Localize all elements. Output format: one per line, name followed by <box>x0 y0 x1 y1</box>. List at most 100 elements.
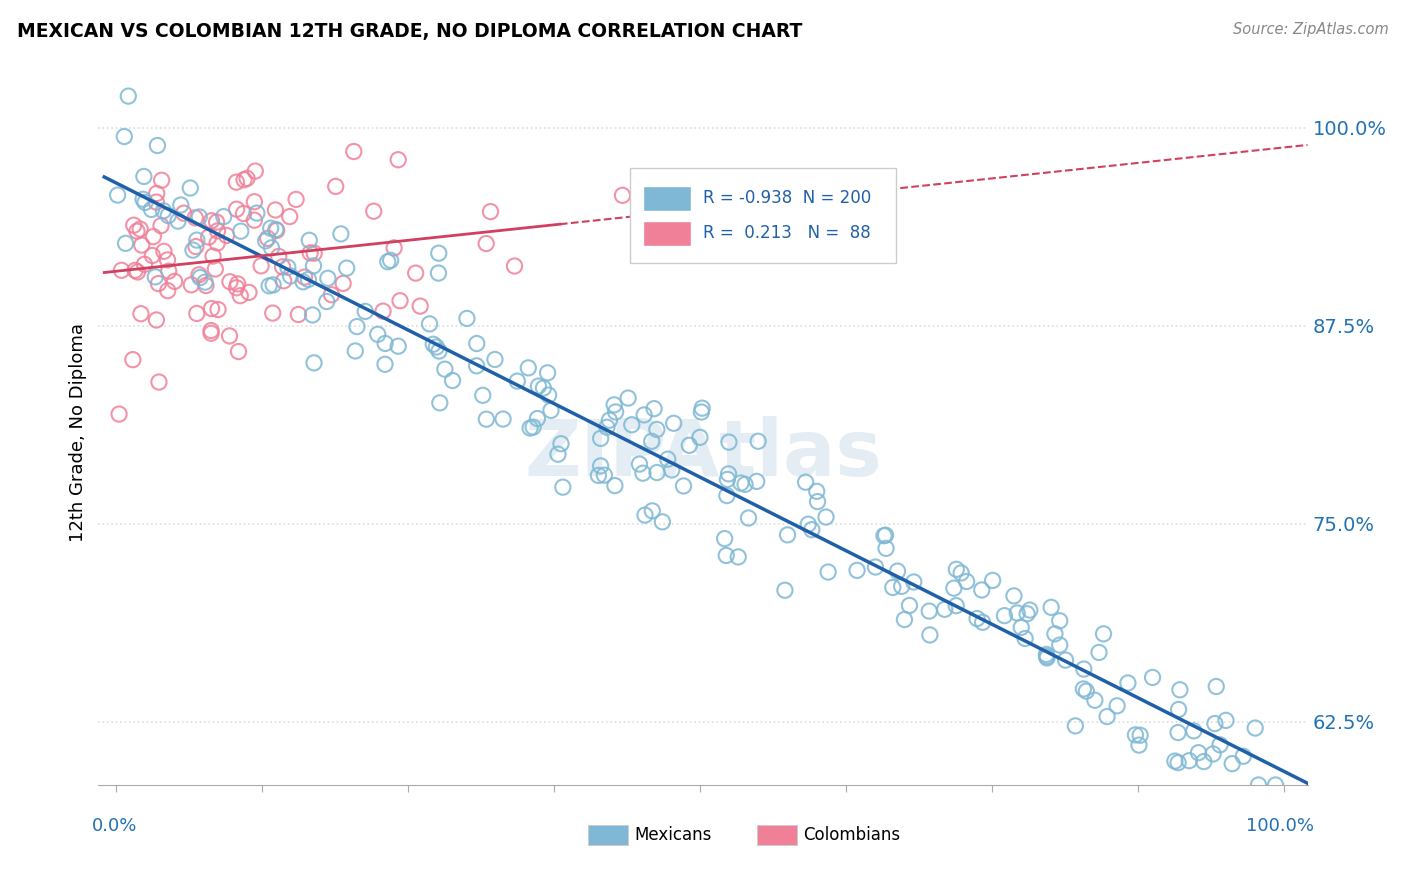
Point <box>200 301 222 316</box>
Point <box>163 274 186 288</box>
Point <box>257 278 280 293</box>
Point <box>1010 620 1032 634</box>
Point <box>806 484 828 499</box>
Point <box>1095 709 1118 723</box>
Point <box>336 261 359 276</box>
Point <box>157 264 180 278</box>
Point <box>287 308 309 322</box>
Point <box>215 228 238 243</box>
Point <box>301 308 323 322</box>
Point <box>1204 716 1226 731</box>
Point <box>1128 738 1150 752</box>
Text: MEXICAN VS COLOMBIAN 12TH GRADE, NO DIPLOMA CORRELATION CHART: MEXICAN VS COLOMBIAN 12TH GRADE, NO DIPL… <box>17 22 803 41</box>
Point <box>346 319 368 334</box>
Point <box>1167 756 1189 770</box>
Point <box>526 411 548 425</box>
Point <box>427 266 450 280</box>
Point <box>202 249 225 263</box>
Point <box>232 206 254 220</box>
Point <box>1049 638 1071 652</box>
Point <box>645 422 668 436</box>
Point <box>589 431 612 445</box>
Point <box>188 268 211 282</box>
Point <box>479 204 502 219</box>
Point <box>537 388 560 402</box>
Point <box>1168 682 1191 697</box>
Point <box>382 241 405 255</box>
Point <box>433 362 456 376</box>
Point <box>527 379 550 393</box>
Point <box>875 541 897 556</box>
Point <box>934 602 956 616</box>
Point <box>207 224 229 238</box>
Point <box>773 583 796 598</box>
Point <box>205 235 228 250</box>
Point <box>233 173 256 187</box>
Point <box>747 434 769 449</box>
Point <box>536 366 558 380</box>
Point <box>1088 645 1111 659</box>
Point <box>945 599 967 613</box>
Point <box>277 260 299 275</box>
Point <box>643 401 665 416</box>
Point <box>1092 627 1115 641</box>
Point <box>186 233 208 247</box>
Point <box>152 203 174 218</box>
Point <box>945 562 967 576</box>
Point <box>280 268 302 283</box>
Point <box>551 480 574 494</box>
Point <box>651 515 673 529</box>
Point <box>188 210 211 224</box>
Point <box>188 270 211 285</box>
Text: ZIPAtlas: ZIPAtlas <box>524 416 882 491</box>
Point <box>267 249 290 263</box>
Point <box>672 479 695 493</box>
Point <box>634 508 657 522</box>
Point <box>132 169 155 184</box>
Point <box>730 476 752 491</box>
Point <box>127 265 149 279</box>
Point <box>716 472 738 486</box>
Point <box>377 254 399 268</box>
Point <box>817 565 839 579</box>
Point <box>173 206 195 220</box>
Point <box>806 494 828 508</box>
Point <box>129 222 152 236</box>
Point <box>1116 676 1139 690</box>
Text: 0.0%: 0.0% <box>93 817 138 835</box>
Point <box>132 192 155 206</box>
Point <box>184 211 207 225</box>
Point <box>129 307 152 321</box>
Point <box>405 266 427 280</box>
Point <box>156 252 179 267</box>
Point <box>243 194 266 209</box>
Point <box>612 188 634 202</box>
Point <box>167 214 190 228</box>
Point <box>1187 746 1209 760</box>
Point <box>484 352 506 367</box>
Point <box>225 202 247 217</box>
Point <box>605 405 627 419</box>
Point <box>956 574 979 589</box>
Point <box>1178 754 1201 768</box>
Point <box>846 563 869 577</box>
Point <box>918 604 941 618</box>
Point <box>429 396 451 410</box>
Point <box>1005 606 1028 620</box>
Point <box>302 259 325 273</box>
Point <box>273 274 295 288</box>
Point <box>419 317 441 331</box>
Point <box>141 248 163 262</box>
FancyBboxPatch shape <box>643 221 690 246</box>
Point <box>550 436 572 450</box>
Point <box>942 581 965 595</box>
Point <box>1073 681 1095 696</box>
Point <box>150 173 173 187</box>
Text: Colombians: Colombians <box>803 826 900 844</box>
Point <box>657 452 679 467</box>
Point <box>343 145 366 159</box>
Point <box>503 259 526 273</box>
Point <box>1084 693 1107 707</box>
Point <box>1129 728 1152 742</box>
Point <box>471 388 494 402</box>
